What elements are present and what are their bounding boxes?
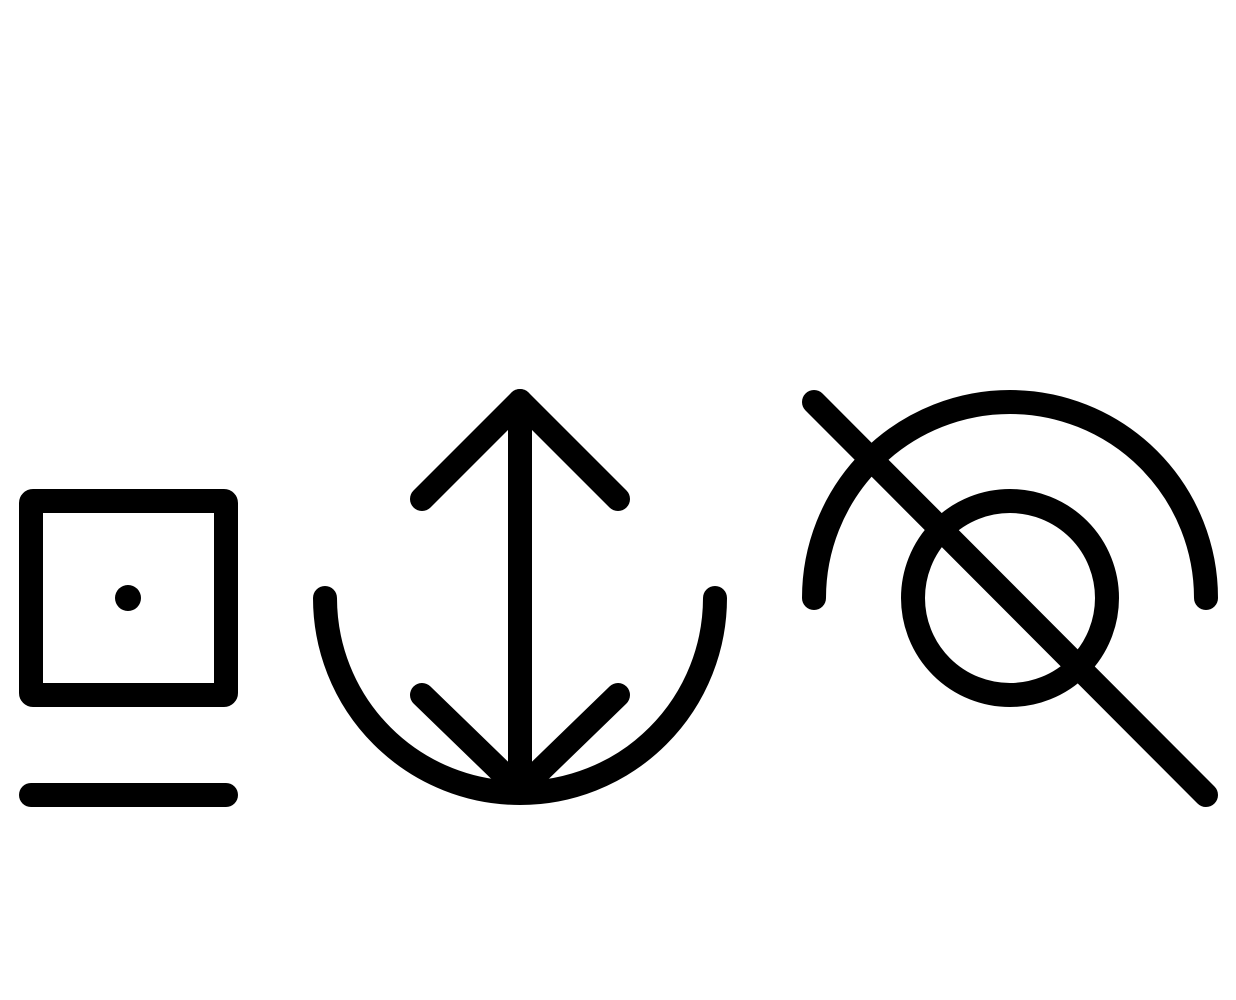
vertical-double-arrow-in-bowl-icon: [313, 389, 727, 805]
outer-arc: [802, 390, 1218, 610]
square-outline: [19, 489, 238, 707]
slash-line: [802, 390, 1218, 807]
arrow-head-up: [410, 389, 630, 511]
center-dot: [115, 585, 141, 611]
arrow-head-down: [410, 683, 630, 802]
square-with-dot-and-baseline-icon: [19, 489, 238, 807]
inner-circle: [901, 489, 1119, 707]
crossed-out-target-icon: [802, 390, 1218, 807]
